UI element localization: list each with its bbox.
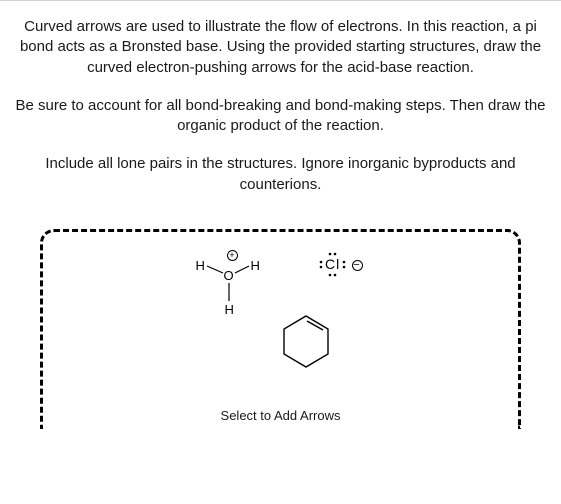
cyclohexene-ring [276, 312, 336, 372]
instructions-block: Curved arrows are used to illustrate the… [0, 11, 561, 219]
instruction-para-3: Include all lone pairs in the structures… [14, 154, 547, 195]
instruction-para-2: Be sure to account for all bond-breaking… [14, 96, 547, 137]
chloride-structure: Cl [315, 250, 385, 280]
top-divider [0, 0, 561, 1]
hydronium-molecule[interactable]: H H O + H [191, 254, 281, 324]
atom-h-bottom: H [225, 302, 234, 317]
chloride-ion[interactable]: Cl − [321, 254, 371, 284]
instruction-para-1: Curved arrows are used to illustrate the… [14, 17, 547, 78]
cyclohexene-molecule[interactable] [276, 312, 336, 377]
drawing-canvas-container: H H O + H [40, 229, 521, 429]
negative-charge-icon: − [352, 260, 363, 271]
canvas-hint-text: Select to Add Arrows [221, 408, 341, 423]
hydronium-bonds [191, 254, 281, 324]
atom-cl-label: Cl [325, 256, 340, 272]
drawing-canvas[interactable]: H H O + H [40, 229, 521, 429]
